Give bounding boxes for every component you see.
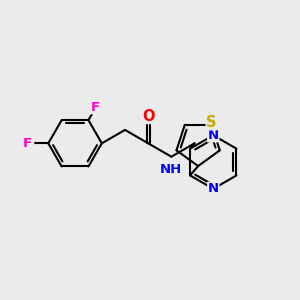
Text: O: O	[142, 109, 155, 124]
Text: N: N	[208, 182, 219, 195]
Text: F: F	[91, 101, 100, 114]
Text: NH: NH	[160, 163, 182, 176]
Text: N: N	[208, 129, 219, 142]
Text: S: S	[206, 115, 217, 130]
Text: F: F	[23, 137, 32, 150]
